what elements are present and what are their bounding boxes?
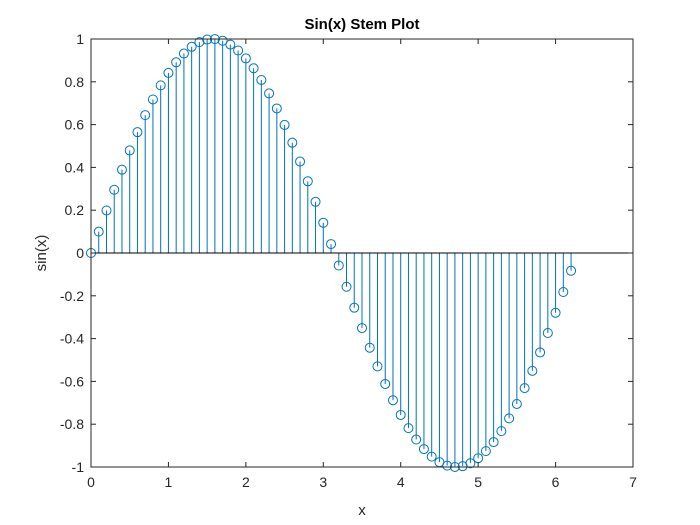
stem-marker (116, 164, 127, 175)
stem-marker (426, 451, 437, 462)
stem-marker (295, 156, 306, 167)
stem-marker (442, 460, 453, 471)
stem-marker (527, 365, 538, 376)
stem-marker (496, 426, 507, 437)
stem-marker (109, 184, 120, 195)
stem-marker (310, 196, 321, 207)
stem-marker (357, 323, 367, 334)
stem-marker (271, 103, 282, 114)
stem-marker (535, 347, 546, 358)
stem-marker (302, 176, 313, 187)
stem-marker (318, 217, 329, 228)
stem-lines (98, 39, 572, 467)
stem-marker (233, 45, 244, 56)
stem-marker (511, 398, 522, 409)
stem-marker (202, 34, 213, 45)
stem-marker (364, 342, 375, 353)
stem-marker (132, 127, 143, 138)
stem-marker (93, 226, 104, 237)
y-tick-label: -1 (72, 459, 85, 475)
stem-marker (186, 41, 197, 52)
x-tick-label: 1 (165, 474, 173, 490)
stem-marker (558, 286, 569, 297)
y-tick-label: 0 (76, 245, 84, 261)
stem-marker (411, 434, 422, 445)
x-tick-label: 6 (552, 474, 560, 490)
stem-marker (395, 409, 406, 420)
stem-marker (380, 378, 391, 389)
x-tick-label: 2 (242, 474, 250, 490)
stem-marker (418, 444, 429, 455)
stem-marker (194, 37, 205, 48)
stem-marker (566, 265, 577, 276)
stem-marker (403, 423, 414, 434)
stem-marker (550, 307, 561, 318)
stem-marker (542, 328, 553, 339)
stem-marker (504, 413, 515, 424)
stem-marker (124, 145, 135, 156)
stem-marker (519, 383, 530, 394)
y-tick-label: 1 (76, 31, 84, 47)
stem-marker (465, 458, 476, 469)
stem-marker (333, 260, 344, 271)
stem-marker (147, 94, 158, 105)
stem-marker (240, 53, 251, 64)
y-tick-label: 0.2 (65, 202, 85, 218)
stem-marker (341, 281, 352, 292)
y-tick-label: 0.4 (65, 159, 85, 175)
stem-marker (178, 48, 189, 59)
stem-marker (372, 361, 383, 372)
y-tick-label: 0.8 (65, 74, 85, 90)
x-tick-label: 0 (87, 474, 95, 490)
stem-marker (488, 437, 499, 448)
stem-marker (349, 302, 360, 313)
y-axis-label: sin(x) (33, 235, 50, 272)
y-tick-label: -0.2 (60, 288, 84, 304)
x-tick-label: 3 (319, 474, 327, 490)
stem-marker (264, 88, 275, 99)
x-tick-label: 7 (629, 474, 637, 490)
stem-marker (387, 395, 398, 406)
stem-marker (279, 119, 290, 130)
stem-marker (217, 35, 228, 46)
x-tick-label: 4 (397, 474, 405, 490)
chart-title: Sin(x) Stem Plot (304, 16, 419, 33)
x-tick-label: 5 (474, 474, 482, 490)
y-tick-label: 0.6 (65, 117, 85, 133)
stem-markers (86, 34, 577, 472)
y-tick-label: -0.4 (60, 331, 84, 347)
stem-marker (287, 137, 298, 148)
stem-marker (256, 74, 267, 85)
y-tick-label: -0.6 (60, 373, 84, 389)
stem-marker (163, 67, 174, 78)
stem-marker (326, 239, 337, 250)
stem-marker (101, 205, 112, 216)
x-axis-label: x (358, 502, 366, 519)
y-tick-label: -0.8 (60, 416, 84, 432)
stem-marker (140, 110, 151, 121)
y-axis-ticks: -1 -0.8 -0.6 -0.4 -0.2 0 0.2 0.4 0.6 0.8 1 (60, 31, 633, 475)
x-axis-ticks: 0 1 2 3 4 5 6 7 (87, 39, 637, 490)
stem-marker (171, 57, 182, 68)
stem-marker (480, 446, 491, 457)
stem-marker (248, 63, 259, 74)
stem-marker (155, 80, 166, 91)
stem-marker (225, 39, 236, 50)
